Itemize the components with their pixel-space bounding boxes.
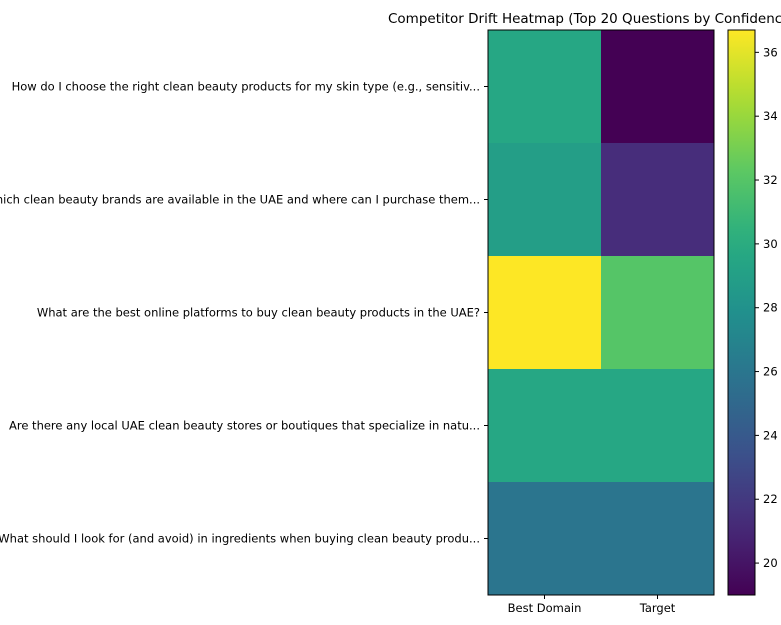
heatmap-cell [601, 369, 714, 482]
heatmap-cell [488, 143, 601, 256]
row-label: What are the best online platforms to bu… [37, 306, 480, 320]
colorbar-tick-label: 24 [763, 428, 778, 442]
heatmap-cell [601, 482, 714, 595]
colorbar-tick-label: 32 [763, 173, 778, 187]
column-label: Best Domain [508, 601, 582, 615]
row-label: Which clean beauty brands are available … [0, 193, 480, 207]
colorbar-gradient [727, 29, 756, 596]
heatmap-cell [601, 256, 714, 369]
colorbar-tick-label: 36 [763, 45, 778, 59]
row-label: What should I look for (and avoid) in in… [0, 532, 480, 546]
chart-title: Competitor Drift Heatmap (Top 20 Questio… [388, 11, 781, 27]
row-labels: How do I choose the right clean beauty p… [0, 80, 488, 546]
colorbar-tick-label: 26 [763, 365, 778, 379]
heatmap-cell [601, 30, 714, 143]
colorbar-tick-label: 22 [763, 492, 778, 506]
row-label: How do I choose the right clean beauty p… [12, 80, 480, 94]
column-labels: Best Domain Target [508, 595, 676, 615]
heatmap-cells [487, 29, 715, 596]
colorbar-tick-label: 34 [763, 109, 778, 123]
colorbar-tick-label: 20 [763, 556, 778, 570]
heatmap-cell [488, 256, 601, 369]
heatmap-cell [488, 369, 601, 482]
column-label: Target [639, 601, 676, 615]
heatmap-cell [488, 482, 601, 595]
row-label: Are there any local UAE clean beauty sto… [9, 419, 480, 433]
colorbar-tick-label: 30 [763, 237, 778, 251]
colorbar: 20 22 24 26 28 30 32 34 36 [727, 29, 778, 596]
heatmap-cell [601, 143, 714, 256]
colorbar-tick-label: 28 [763, 301, 778, 315]
heatmap-cell [488, 30, 601, 143]
